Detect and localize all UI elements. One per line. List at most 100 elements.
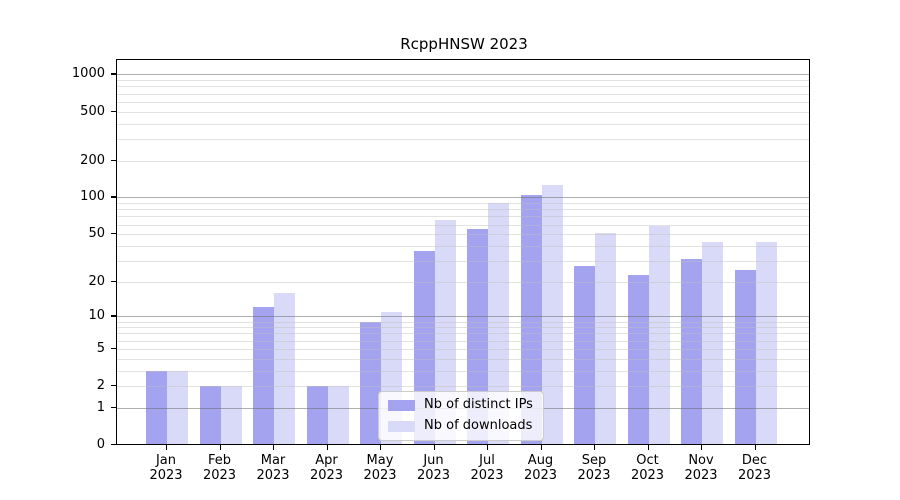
bar-distinct-ips	[734, 270, 756, 444]
y-tick-mark	[111, 73, 116, 75]
minor-gridline	[117, 358, 809, 360]
y-tick-mark	[111, 385, 116, 387]
y-tick-mark	[111, 280, 116, 282]
legend-item-downloads: Nb of downloads	[388, 419, 533, 433]
y-tick-label: 20	[88, 273, 105, 289]
x-tick-mark	[380, 445, 382, 450]
x-tick-label: Mar 2023	[256, 453, 290, 483]
x-tick-mark	[701, 445, 703, 450]
bar-distinct-ips	[360, 321, 381, 444]
x-tick-label: Feb 2023	[202, 453, 237, 483]
x-tick-label: Jun 2023	[416, 453, 451, 483]
minor-gridline	[117, 216, 809, 218]
major-gridline	[117, 316, 809, 318]
minor-gridline	[117, 321, 809, 323]
x-tick-mark	[540, 445, 542, 450]
y-tick-label: 1000	[71, 66, 105, 82]
bar-downloads	[220, 386, 242, 444]
x-tick-label: Aug 2023	[523, 453, 558, 483]
y-tick-mark	[111, 406, 116, 408]
y-tick-mark	[111, 347, 116, 350]
y-tick-label: 0	[96, 437, 105, 452]
minor-gridline	[117, 203, 809, 205]
y-tick-label: 2	[96, 378, 105, 394]
bar-downloads	[488, 203, 509, 444]
legend-swatch-distinct-ips-icon	[388, 399, 415, 411]
x-tick-label: Jul 2023	[470, 453, 504, 483]
minor-gridline	[117, 370, 809, 372]
x-tick-label: Jan 2023	[149, 453, 183, 483]
bar-distinct-ips	[253, 307, 274, 444]
y-tick-label: 10	[88, 308, 105, 324]
x-tick-mark	[219, 445, 221, 450]
major-gridline	[117, 74, 809, 76]
bar-downloads	[167, 370, 188, 444]
minor-gridline	[117, 160, 809, 162]
x-tick-mark	[166, 445, 168, 450]
x-tick-mark	[594, 445, 596, 450]
minor-gridline	[117, 340, 809, 342]
y-tick-mark	[111, 159, 116, 161]
x-tick-label: Nov 2023	[684, 453, 718, 483]
x-tick-mark	[433, 445, 435, 450]
minor-gridline	[117, 86, 809, 88]
minor-gridline	[117, 234, 809, 236]
y-tick-mark	[111, 315, 116, 317]
bar-distinct-ips	[574, 266, 595, 444]
grid-layer	[117, 60, 809, 444]
minor-gridline	[117, 348, 809, 350]
x-tick-mark	[326, 445, 328, 450]
y-tick-label: 500	[80, 103, 105, 119]
bar-distinct-ips	[146, 370, 167, 444]
y-tick-label: 200	[80, 152, 105, 168]
bar-downloads	[327, 386, 349, 444]
minor-gridline	[117, 245, 809, 247]
minor-gridline	[117, 111, 809, 113]
minor-gridline	[117, 209, 809, 211]
minor-gridline	[117, 138, 809, 140]
y-tick-mark	[111, 110, 116, 112]
bar-distinct-ips	[467, 229, 488, 444]
x-tick-mark	[754, 445, 756, 450]
minor-gridline	[117, 281, 809, 283]
bar-distinct-ips	[306, 386, 328, 444]
minor-gridline	[117, 123, 809, 125]
y-tick-label: 1	[96, 399, 105, 415]
legend-label-distinct-ips: Nb of distinct IPs	[424, 397, 533, 412]
bar-downloads	[755, 242, 777, 444]
y-tick-mark	[111, 444, 116, 446]
x-tick-label: Oct 2023	[630, 453, 665, 483]
bar-distinct-ips	[681, 259, 702, 444]
y-tick-label: 100	[80, 189, 105, 205]
minor-gridline	[117, 386, 809, 388]
bar-downloads	[648, 226, 670, 444]
minor-gridline	[117, 327, 809, 329]
minor-gridline	[117, 80, 809, 82]
bar-downloads	[434, 220, 456, 444]
plot-area: Nb of distinct IPs Nb of downloads	[116, 59, 810, 445]
legend: Nb of distinct IPs Nb of downloads	[378, 391, 544, 441]
major-gridline	[117, 197, 809, 199]
minor-gridline	[117, 333, 809, 335]
y-tick-mark	[111, 233, 116, 235]
minor-gridline	[117, 101, 809, 103]
x-tick-mark	[273, 445, 275, 450]
minor-gridline	[117, 260, 809, 262]
minor-gridline	[117, 224, 809, 226]
legend-swatch-downloads-icon	[388, 420, 415, 432]
x-tick-label: May 2023	[363, 453, 397, 483]
bar-downloads	[541, 185, 563, 444]
bar-distinct-ips	[199, 386, 221, 444]
minor-gridline	[117, 93, 809, 95]
chart-title: RcppHNSW 2023	[400, 35, 528, 53]
x-tick-mark	[487, 445, 489, 450]
bar-downloads	[702, 242, 723, 444]
x-tick-mark	[647, 445, 649, 450]
legend-item-distinct-ips: Nb of distinct IPs	[388, 398, 533, 412]
legend-label-downloads: Nb of downloads	[424, 418, 533, 433]
y-tick-label: 5	[96, 340, 105, 356]
bars-layer	[117, 60, 809, 444]
x-tick-label: Apr 2023	[309, 453, 344, 483]
x-tick-label: Dec 2023	[737, 453, 772, 483]
